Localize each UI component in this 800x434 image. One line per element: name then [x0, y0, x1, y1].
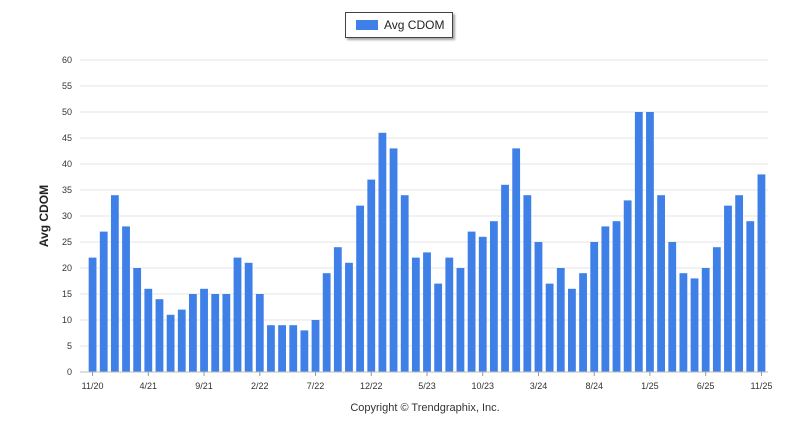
x-tick-label: 5/23 [418, 381, 436, 391]
bar[interactable] [278, 325, 286, 372]
bars [88, 112, 766, 372]
bar[interactable] [724, 205, 732, 372]
bar[interactable] [623, 200, 632, 372]
bar[interactable] [757, 174, 766, 372]
bar[interactable] [110, 195, 119, 372]
bar[interactable] [423, 252, 431, 372]
bar[interactable] [400, 195, 409, 372]
bar[interactable] [300, 330, 309, 372]
bar[interactable] [746, 221, 755, 372]
y-tick-label: 45 [62, 133, 72, 143]
bar[interactable] [501, 184, 509, 372]
y-tick-label: 35 [62, 185, 72, 195]
bar[interactable] [99, 231, 108, 372]
x-tick-label: 12/22 [360, 381, 383, 391]
x-tick-label: 3/24 [530, 381, 548, 391]
x-tick-label: 7/22 [307, 381, 325, 391]
y-tick-label: 20 [62, 263, 72, 273]
bar[interactable] [233, 257, 242, 372]
legend-swatch [356, 20, 378, 30]
bar[interactable] [668, 242, 677, 372]
bar[interactable] [657, 195, 665, 372]
bar[interactable] [166, 314, 175, 372]
bar[interactable] [456, 268, 465, 372]
bar[interactable] [222, 294, 231, 372]
x-tick-label: 10/23 [471, 381, 494, 391]
bar[interactable] [601, 226, 610, 372]
bar[interactable] [200, 288, 208, 372]
y-tick-label: 30 [62, 211, 72, 221]
bar[interactable] [534, 242, 543, 372]
bar[interactable] [211, 294, 220, 372]
x-tick-label: 9/21 [195, 381, 213, 391]
x-tick-label: 6/25 [697, 381, 715, 391]
x-tick-label: 11/25 [750, 381, 772, 391]
bar[interactable] [411, 257, 420, 372]
bar[interactable] [701, 268, 710, 372]
bar[interactable] [367, 179, 376, 372]
bar[interactable] [88, 257, 97, 372]
y-tick-label: 50 [62, 107, 72, 117]
y-tick-label: 60 [62, 55, 72, 65]
bar[interactable] [356, 205, 365, 372]
bar[interactable] [244, 262, 253, 372]
y-tick-label: 0 [67, 367, 72, 377]
y-tick-label: 10 [62, 315, 72, 325]
bar[interactable] [489, 221, 498, 372]
x-tick-label: 8/24 [585, 381, 603, 391]
bar[interactable] [523, 195, 532, 372]
x-tick-label: 11/20 [82, 381, 104, 391]
x-tick-label: 2/22 [251, 381, 269, 391]
bar[interactable] [144, 288, 153, 372]
bar[interactable] [333, 247, 342, 372]
bar[interactable] [445, 257, 454, 372]
bar[interactable] [133, 268, 142, 372]
y-axis-title: Avg CDOM [37, 185, 51, 247]
bar[interactable] [289, 325, 298, 372]
bar[interactable] [177, 309, 186, 372]
legend-label: Avg CDOM [384, 18, 445, 32]
legend[interactable]: Avg CDOM [345, 12, 453, 38]
bar[interactable] [345, 262, 353, 372]
y-tick-label: 25 [62, 237, 72, 247]
bar[interactable] [556, 268, 565, 372]
bar[interactable] [545, 283, 554, 372]
bar[interactable] [478, 236, 487, 372]
bar[interactable] [579, 273, 587, 372]
bar[interactable] [267, 325, 275, 372]
bar[interactable] [389, 148, 398, 372]
bar[interactable] [322, 273, 331, 372]
copyright-text: Copyright © Trendgraphix, Inc. [350, 402, 500, 414]
x-tick-label: 1/25 [641, 381, 659, 391]
bar[interactable] [612, 221, 621, 372]
bar[interactable] [378, 132, 387, 372]
bar[interactable] [646, 112, 654, 372]
bar[interactable] [255, 294, 264, 372]
bar[interactable] [512, 148, 521, 372]
y-tick-label: 55 [62, 81, 72, 91]
bar[interactable] [568, 288, 576, 372]
y-tick-label: 15 [62, 289, 72, 299]
bar[interactable] [189, 294, 197, 372]
bar[interactable] [634, 112, 643, 372]
bar[interactable] [735, 195, 744, 372]
bar[interactable] [155, 299, 164, 372]
bar[interactable] [712, 247, 721, 372]
bar[interactable] [434, 283, 443, 372]
bar[interactable] [690, 278, 699, 372]
bar[interactable] [311, 320, 320, 372]
bar[interactable] [679, 273, 688, 372]
x-tick-label: 4/21 [140, 381, 158, 391]
bar[interactable] [590, 242, 599, 372]
bar[interactable] [122, 226, 130, 372]
axes: 0 5 10 15 20 25 30 35 40 45 50 55 60 11/20 4/21 9/21 2/2… [62, 55, 772, 391]
y-tick-label: 40 [62, 159, 72, 169]
y-tick-label: 5 [67, 341, 72, 351]
bar[interactable] [467, 231, 476, 372]
